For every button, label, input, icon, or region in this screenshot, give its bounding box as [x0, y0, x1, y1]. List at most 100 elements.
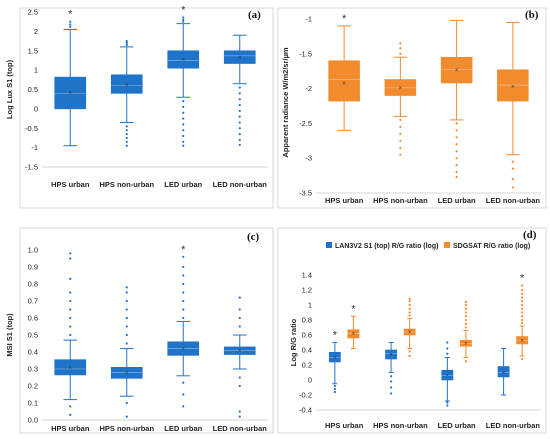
box-plot: ×*	[328, 330, 341, 394]
y-tick-label: -1.5	[25, 163, 38, 172]
outlier-point	[182, 105, 185, 109]
y-tick-label: 0.7	[28, 297, 38, 306]
outlier-point	[125, 401, 128, 405]
outlier-point	[182, 291, 185, 294]
box-plot: ×	[403, 297, 416, 358]
box-plot: ×	[385, 342, 398, 395]
box-plot: ×	[497, 21, 529, 189]
outlier-point	[408, 300, 411, 303]
box-iqr	[223, 50, 256, 64]
outlier-point	[69, 252, 72, 255]
outlier-point	[125, 43, 128, 47]
box-iqr	[497, 366, 510, 378]
x-category-label: HPS urban	[325, 421, 364, 430]
outlier-point	[238, 415, 241, 418]
y-tick-label: 0.0	[28, 416, 38, 425]
outlier-point	[464, 322, 468, 325]
x-category-label: HPS non-urban	[99, 424, 154, 433]
y-tick-label: 1	[34, 66, 38, 75]
mean-marker: ×	[352, 332, 356, 338]
significance-star: *	[333, 330, 338, 342]
box-iqr	[385, 349, 398, 360]
outlier-point	[238, 316, 241, 320]
y-tick-label: -1	[305, 14, 312, 23]
outlier-point	[455, 129, 458, 132]
x-category-label: HPS non-urban	[99, 180, 154, 189]
box-plot: ×*	[167, 4, 200, 147]
outlier-point	[238, 109, 241, 112]
box-iqr	[54, 359, 87, 376]
outlier-point	[125, 144, 128, 147]
outlier-point	[521, 311, 524, 314]
outlier-point	[238, 376, 241, 379]
outlier-point	[464, 326, 468, 329]
outlier-point	[182, 299, 185, 303]
outlier-point	[399, 47, 402, 50]
outlier-point	[69, 23, 72, 26]
y-tick-label: 2.5	[28, 8, 38, 17]
outlier-point	[455, 171, 458, 174]
y-tick-label: -2.5	[299, 119, 312, 128]
chart-panel-1: -1.5 -1 -0.5 0 0.5 1 1.5 2 2.5 Log Lux S1 (top) (a…	[5, 4, 274, 209]
outlier-point	[446, 347, 449, 350]
outlier-point	[182, 265, 185, 269]
outlier-point	[408, 314, 411, 317]
outlier-point	[464, 311, 468, 314]
outlier-point	[464, 360, 468, 363]
mean-marker: ×	[68, 365, 72, 371]
y-axis-label: Log R/G ratio	[289, 318, 298, 366]
outlier-point	[182, 308, 185, 311]
outlier-point	[399, 118, 402, 122]
x-category-label: LED non-urban	[213, 180, 268, 189]
outlier-point	[125, 325, 128, 328]
outlier-point	[455, 122, 458, 125]
panel-border	[19, 227, 274, 434]
box-iqr	[54, 76, 87, 110]
mean-marker: ×	[333, 356, 337, 362]
outlier-point	[521, 288, 524, 292]
outlier-point	[238, 86, 241, 89]
outlier-point	[238, 325, 241, 328]
outlier-point	[446, 401, 449, 404]
box-plot: ×*	[167, 244, 200, 408]
outlier-point	[399, 139, 402, 142]
box-plot: ×	[110, 286, 143, 418]
y-tick-label: 0.6	[28, 314, 38, 323]
legend-label: LAN3V2 S1 (top) R/G ratio (log)	[335, 243, 438, 250]
outlier-point	[182, 316, 185, 320]
outlier-point	[125, 316, 128, 320]
box-iqr	[440, 56, 473, 84]
legend-label: SDGSAT R/G ratio (log)	[453, 243, 530, 250]
outlier-point	[182, 16, 185, 19]
outlier-point	[238, 384, 241, 388]
mean-marker: ×	[238, 56, 242, 62]
y-tick-label: -1.5	[299, 49, 312, 58]
y-tick-label: 0	[34, 104, 38, 113]
outlier-point	[238, 296, 241, 299]
x-category-label: LED urban	[438, 421, 476, 430]
mean-marker: ×	[520, 338, 524, 344]
outlier-point	[521, 300, 524, 303]
outlier-point	[125, 140, 128, 143]
outlier-point	[464, 315, 468, 318]
box-iqr	[347, 329, 360, 339]
panel-label: (a)	[248, 9, 261, 21]
outlier-point	[182, 134, 185, 138]
box-plot: ×	[54, 252, 87, 416]
significance-star: *	[342, 13, 347, 25]
y-tick-label: 0.2	[302, 361, 312, 370]
outlier-point	[69, 257, 72, 260]
y-axis-label: Log Lux S1 (top)	[5, 59, 14, 119]
chart-panel-4: -0.4 -0.2 0 0.2 0.4 0.6 0.8 1 1.2 1.4 Log R/G rati…	[277, 227, 547, 434]
outlier-point	[238, 143, 241, 147]
outlier-point	[182, 111, 185, 114]
mean-marker: ×	[389, 353, 393, 359]
y-tick-label: 1.0	[28, 246, 38, 255]
y-tick-label: 1.5	[28, 46, 38, 55]
box-iqr	[328, 351, 341, 363]
x-category-label: HPS non-urban	[373, 196, 428, 205]
x-category-label: LED non-urban	[486, 196, 541, 205]
y-tick-label: -3.5	[299, 189, 312, 198]
outlier-point	[69, 405, 72, 408]
